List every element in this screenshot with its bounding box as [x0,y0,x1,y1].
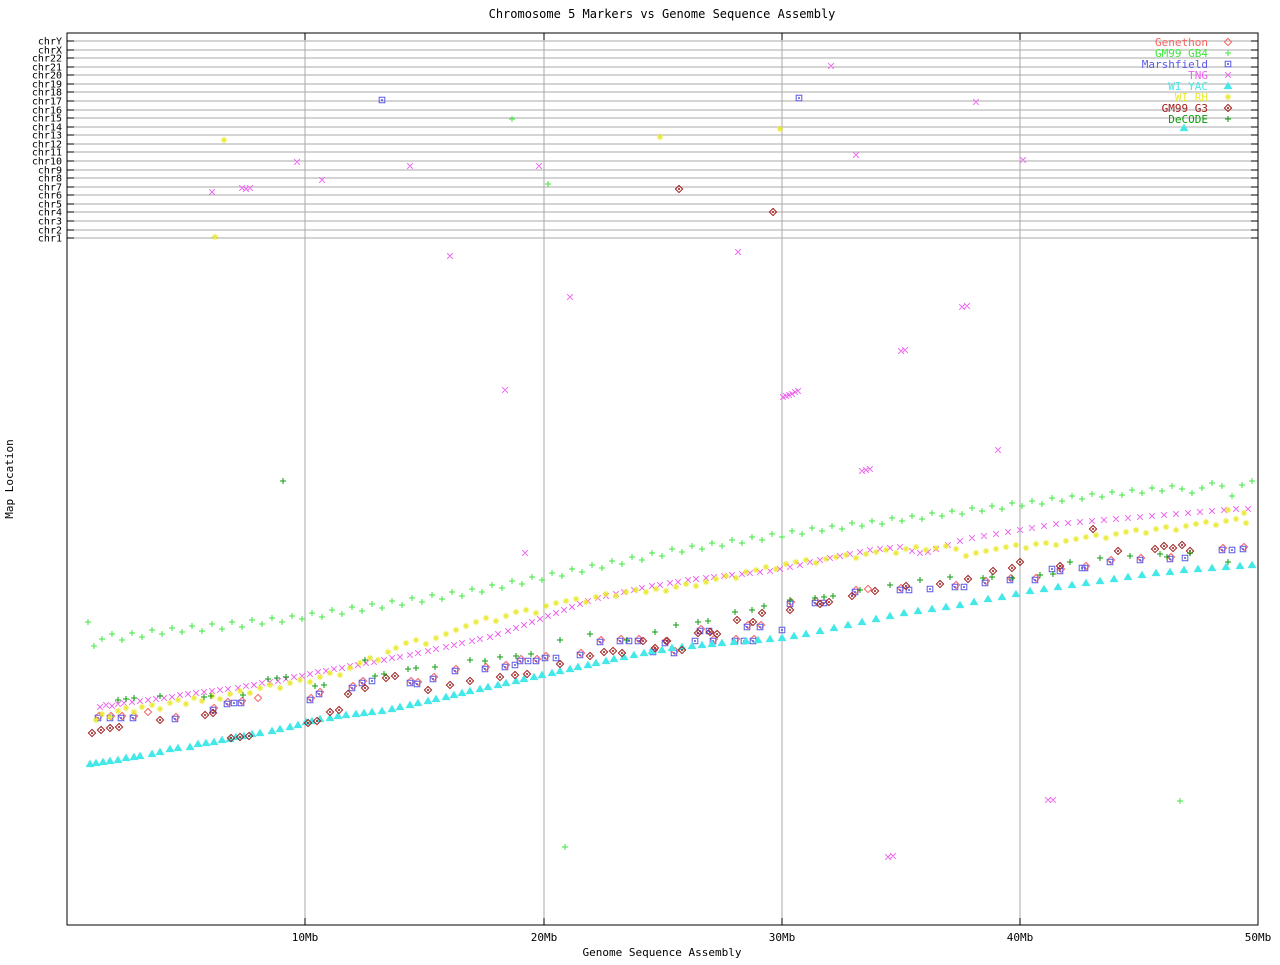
legend-entry-wi-rh: WI RH [1175,91,1232,104]
legend-label: TNG [1188,69,1208,82]
legend-entry-gm99-g3: GM99 G3 [1162,102,1233,115]
series-gm99-g3 [87,184,1195,743]
gm99-gb4-marker-icon [1225,50,1231,56]
chromosome-label: chrX [38,46,62,57]
gm99-g3-points [87,184,1195,743]
legend-entry-marshfield: Marshfield [1142,58,1232,71]
marshfield-marker-icon [1224,60,1232,68]
chromosome-label: chr18 [32,88,62,99]
wi-rh-points [92,125,1250,724]
legend-entry-wi-yac: WI YAC [1168,80,1233,93]
chromosome-label: chr12 [32,140,62,151]
chromosome-label: chr6 [38,191,62,202]
tick-layer: 10Mb 20Mb 30Mb 40Mb 50MbchrYchrXchr22chr21ch… [32,33,1271,944]
legend-label: DeCODE [1168,113,1208,126]
legend-label: Marshfield [1142,58,1208,71]
plot-border [66,32,1259,926]
x-axis-label: Genome Sequence Assembly [583,946,742,959]
chromosome-label: chr10 [32,157,62,168]
chromosome-label: chr3 [38,217,62,228]
series-tng [96,62,1252,861]
chromosome-label: chr8 [38,174,62,185]
legend-label: WI YAC [1168,80,1208,93]
series-layer [85,62,1257,861]
decode-points [115,478,1231,703]
series-wi-rh [92,125,1250,724]
chromosome-label: chr16 [32,106,62,117]
chromosome-label: chr14 [32,123,62,134]
legend-label: GM99 G3 [1162,102,1208,115]
legend-entry-decode: DeCODE [1168,113,1231,126]
gm99-g3-point-dots [91,188,1191,739]
chromosome-label: chr21 [32,63,62,74]
chromosome-label: chr15 [32,114,62,125]
tng-marker-icon [1224,71,1232,79]
chromosome-label: chrY [38,37,62,48]
decode-marker-icon [1225,116,1231,122]
tng-points [96,62,1252,861]
chromosome-label: chr13 [32,131,62,142]
gm99-g3-marker-icon [1223,103,1233,113]
chromosome-label: chr9 [38,166,62,177]
y-axis-label: Map Location [3,439,16,518]
chromosome-label: chr1 [38,234,62,245]
series-gm99-gb4 [85,116,1255,850]
x-tick-label: 20Mb [531,931,558,944]
wi-yac-marker-icon [1223,81,1233,90]
gm99-gb4-points [85,116,1255,850]
x-tick-label: 30Mb [769,931,796,944]
chromosome-label: chr22 [32,54,62,65]
chart-title: Chromosome 5 Markers vs Genome Sequence … [489,7,836,21]
x-tick-label: 50Mb [1245,931,1272,944]
chromosome-label: chr19 [32,80,62,91]
legend-label: WI RH [1175,91,1208,104]
legend-entry-tng: TNG [1188,69,1232,82]
x-tick-label: 40Mb [1007,931,1034,944]
series-decode [115,478,1231,703]
legend-entry-gm99-gb4: GM99 GB4 [1155,47,1231,60]
genethon-marker-icon [1223,37,1233,47]
chromosome-label: chr4 [38,208,62,219]
x-tick-label: 10Mb [292,931,319,944]
grid-layer [67,33,1259,925]
chromosome-label: chr5 [38,200,62,211]
marshfield-points [94,94,1247,723]
chromosome-label: chr20 [32,71,62,82]
chromosome-label: chr11 [32,148,62,159]
legend-label: GM99 GB4 [1155,47,1208,60]
legend-label: Genethon [1155,36,1208,49]
legend-entry-genethon: Genethon [1155,36,1233,49]
series-wi-yac [85,123,1257,768]
wi-rh-marker-icon [1224,93,1232,101]
chromosome-label: chr2 [38,226,62,237]
chromosome-label: chr7 [38,183,62,194]
wi-yac-points [85,123,1257,768]
chromosome-label: chr17 [32,97,62,108]
